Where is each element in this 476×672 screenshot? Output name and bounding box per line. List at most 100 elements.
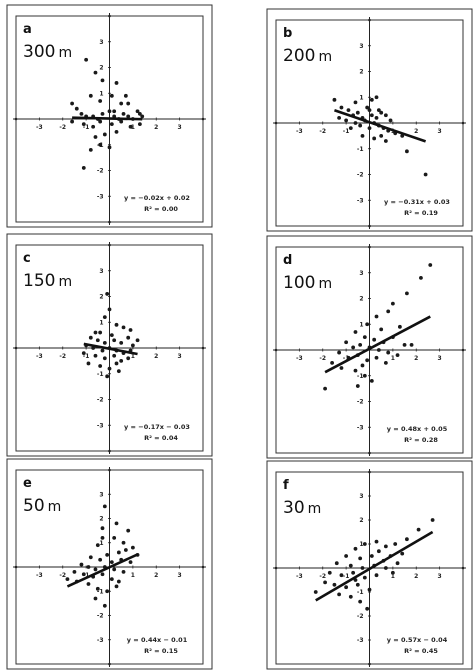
regression-equation: y = −0.31x + 0.03	[384, 198, 450, 206]
data-point	[390, 301, 395, 306]
x-tick-label: -3	[296, 355, 303, 362]
x-tick-label: 3	[438, 355, 442, 362]
y-tick-label: 1	[99, 540, 103, 547]
x-tick-label: 2	[154, 124, 158, 131]
regression-line	[324, 315, 431, 374]
data-point	[81, 572, 86, 577]
data-point	[119, 340, 124, 345]
x-tick-label: -3	[296, 573, 303, 580]
data-point	[100, 78, 105, 83]
data-point	[95, 543, 100, 548]
x-axis-end-mark	[461, 348, 465, 352]
data-point	[93, 330, 98, 335]
data-point	[65, 577, 70, 582]
data-point	[360, 363, 365, 368]
x-tick-label: 2	[154, 572, 158, 579]
data-point	[121, 111, 126, 116]
y-tick-label: 3	[99, 491, 103, 498]
data-point	[365, 606, 370, 611]
y-tick-label: 2	[359, 296, 363, 303]
regression-line	[334, 109, 427, 143]
x-tick-label: -2	[319, 573, 326, 580]
regression-line	[72, 116, 143, 121]
data-point	[84, 57, 89, 62]
r-squared: R² = 0.15	[144, 647, 178, 655]
data-point	[386, 350, 391, 355]
data-point	[119, 358, 124, 363]
data-point	[374, 115, 379, 120]
y-axis-end-mark	[368, 245, 371, 249]
data-point	[358, 599, 363, 604]
data-point	[93, 70, 98, 75]
data-point	[109, 93, 114, 98]
y-axis-end-mark	[108, 662, 111, 666]
data-point	[353, 546, 358, 551]
y-tick-label: 3	[99, 39, 103, 46]
data-point	[70, 101, 74, 106]
data-point	[374, 573, 379, 578]
data-point	[107, 145, 112, 150]
y-axis-end-mark	[108, 449, 111, 453]
data-point	[362, 335, 367, 340]
regression-equation: y = −0.17x − 0.03	[124, 423, 190, 431]
data-point	[126, 101, 131, 106]
data-point	[114, 322, 119, 327]
data-point	[374, 539, 379, 544]
data-point	[419, 276, 423, 280]
y-tick-label: 1	[359, 321, 363, 328]
y-tick-label: -1	[97, 371, 104, 378]
x-tick-label: -3	[36, 124, 43, 131]
data-point	[98, 557, 103, 562]
data-point	[95, 586, 100, 591]
y-axis-end-mark	[108, 14, 111, 18]
y-tick-label: -2	[357, 399, 364, 406]
data-point	[353, 121, 358, 125]
data-point	[109, 122, 114, 127]
data-point	[121, 569, 126, 574]
data-point	[358, 556, 363, 561]
data-point	[372, 337, 377, 342]
x-tick-label: 2	[414, 128, 418, 135]
data-point	[114, 361, 119, 366]
x-tick-label: 1	[391, 355, 395, 362]
data-point	[114, 81, 119, 85]
data-point	[112, 536, 117, 540]
y-axis-end-mark	[368, 451, 371, 455]
data-point	[126, 114, 131, 119]
data-point	[353, 100, 358, 105]
data-point	[70, 119, 74, 124]
scatter-plot-f: -3 -2 -1 1 2 3 3 2 1 -1 -2 -3 f 30 m y = 0.57x − 0.04 R²…	[266, 460, 473, 670]
data-point	[74, 106, 79, 111]
data-point	[123, 548, 128, 552]
scatter-plot-d: -3 -2 -1 1 2 3 3 2 1 -1 -2 -3 d 100 m y = 0.48x + 0.05 R…	[266, 235, 473, 459]
r-squared: R² = 0.19	[404, 209, 438, 217]
y-tick-label: -1	[97, 588, 104, 595]
y-axis-end-mark	[108, 468, 111, 472]
data-point	[112, 353, 117, 358]
data-point	[137, 111, 142, 116]
distance-label: 30 m	[283, 498, 321, 518]
data-point	[339, 105, 344, 110]
data-point	[367, 587, 372, 592]
y-tick-label: -3	[357, 197, 364, 204]
data-point	[112, 338, 117, 343]
x-tick-label: -2	[319, 128, 326, 135]
data-point	[369, 97, 374, 102]
data-point	[121, 540, 126, 545]
outer-frame	[6, 458, 213, 670]
data-point	[86, 565, 91, 569]
data-point	[362, 575, 367, 580]
y-axis-end-mark	[368, 18, 371, 22]
data-point	[348, 594, 353, 599]
data-point	[102, 340, 107, 345]
data-point	[358, 342, 363, 347]
data-point	[81, 166, 86, 170]
distance-value: 300	[23, 42, 55, 62]
x-axis-end-mark	[14, 117, 18, 121]
x-tick-label: 1	[131, 124, 135, 131]
x-axis-end-mark	[14, 346, 18, 350]
data-point	[135, 338, 140, 343]
r-squared: R² = 0.28	[404, 436, 438, 444]
y-tick-label: 3	[359, 270, 363, 277]
